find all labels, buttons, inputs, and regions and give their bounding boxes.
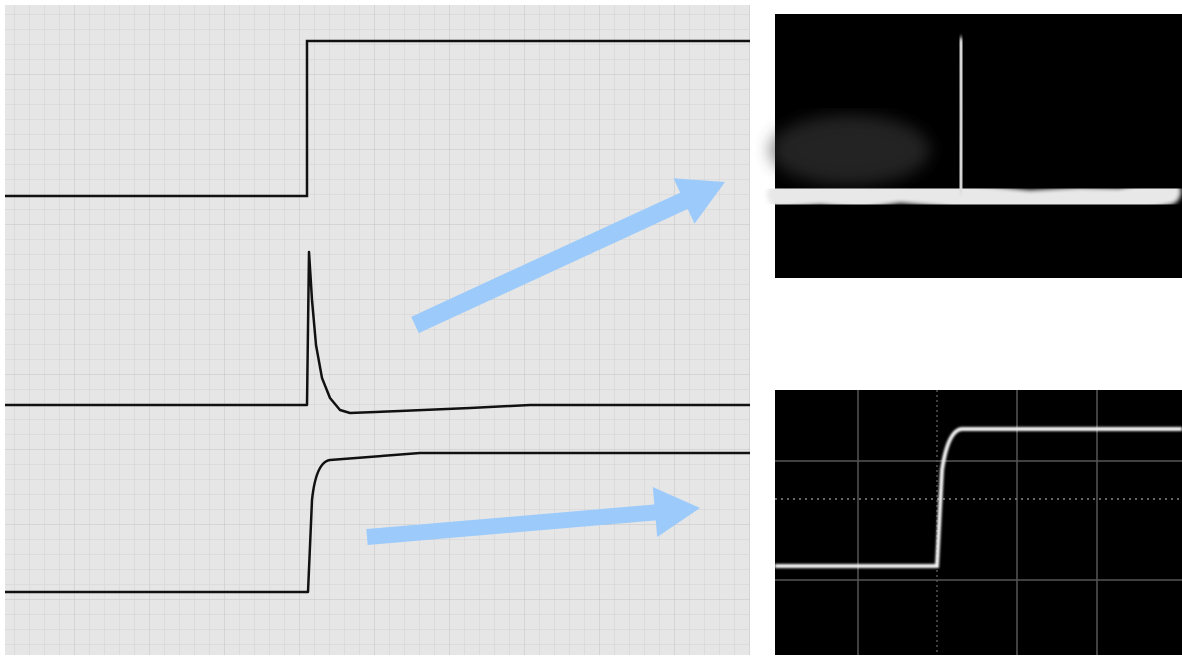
scope-photo-step (775, 390, 1182, 655)
noisy-trace (767, 176, 1181, 217)
photo-background (775, 390, 1182, 655)
step-trace (5, 39, 750, 198)
scope-grid (775, 390, 1182, 655)
step-trace (775, 427, 1182, 568)
arrow-shaft (411, 189, 694, 334)
arrow-shaft (366, 504, 661, 545)
arrow-head (673, 178, 725, 224)
simulated-waveforms (5, 5, 750, 655)
haze (770, 115, 930, 185)
spike-trace (5, 250, 750, 415)
scope-photo-spike (767, 14, 1182, 278)
arrows (366, 178, 725, 545)
spike (955, 37, 968, 195)
rise-trace (5, 451, 750, 594)
plot-grid (5, 5, 750, 655)
arrow-head (652, 487, 700, 537)
